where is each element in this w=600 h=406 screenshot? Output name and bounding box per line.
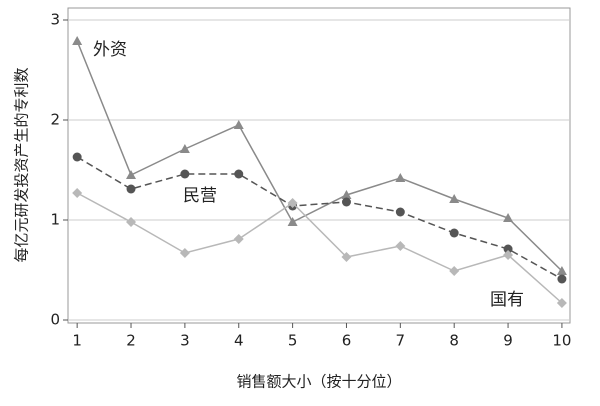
point	[287, 217, 298, 226]
series-label: 国有	[490, 290, 524, 310]
x-tick-label: 4	[234, 332, 244, 350]
series-label: 外资	[93, 40, 127, 60]
point	[126, 217, 137, 227]
x-tick-label: 2	[126, 332, 136, 350]
point	[503, 250, 514, 260]
point	[503, 244, 513, 254]
point	[72, 152, 82, 162]
point	[556, 298, 567, 308]
point	[72, 36, 83, 45]
point	[449, 194, 460, 203]
x-tick-label: 8	[449, 332, 459, 350]
x-tick-label: 9	[503, 332, 513, 350]
point	[234, 169, 244, 179]
series-line	[76, 192, 563, 304]
point	[341, 197, 351, 207]
series-label: 民营	[183, 186, 217, 206]
series-line	[76, 40, 563, 272]
point	[557, 274, 567, 284]
point	[179, 248, 190, 258]
point	[72, 188, 83, 198]
point	[556, 266, 567, 275]
point	[233, 234, 244, 244]
x-tick-label: 6	[342, 332, 352, 350]
y-tick-label: 2	[50, 111, 60, 129]
point	[449, 228, 459, 238]
y-tick-label: 3	[50, 11, 60, 29]
point	[126, 170, 137, 179]
point	[233, 120, 244, 129]
point	[341, 190, 352, 199]
point	[180, 169, 190, 179]
x-tick-label: 7	[396, 332, 406, 350]
plot-frame	[67, 7, 571, 324]
y-tick-label: 0	[50, 311, 60, 329]
point	[126, 184, 136, 194]
point	[395, 207, 405, 217]
y-axis-label: 每亿元研发投资产生的专利数	[13, 67, 31, 262]
point	[287, 198, 298, 208]
series-line	[76, 156, 563, 280]
x-axis-label: 销售额大小（按十分位）	[236, 373, 401, 391]
point	[395, 173, 406, 182]
point	[503, 213, 514, 222]
point	[395, 241, 406, 251]
point	[449, 266, 460, 276]
x-tick-label: 1	[72, 332, 82, 350]
x-tick-label: 10	[552, 332, 571, 350]
x-tick-label: 5	[288, 332, 298, 350]
x-tick-label: 3	[180, 332, 190, 350]
point	[341, 252, 352, 262]
point	[179, 144, 190, 153]
y-tick-label: 1	[50, 211, 60, 229]
